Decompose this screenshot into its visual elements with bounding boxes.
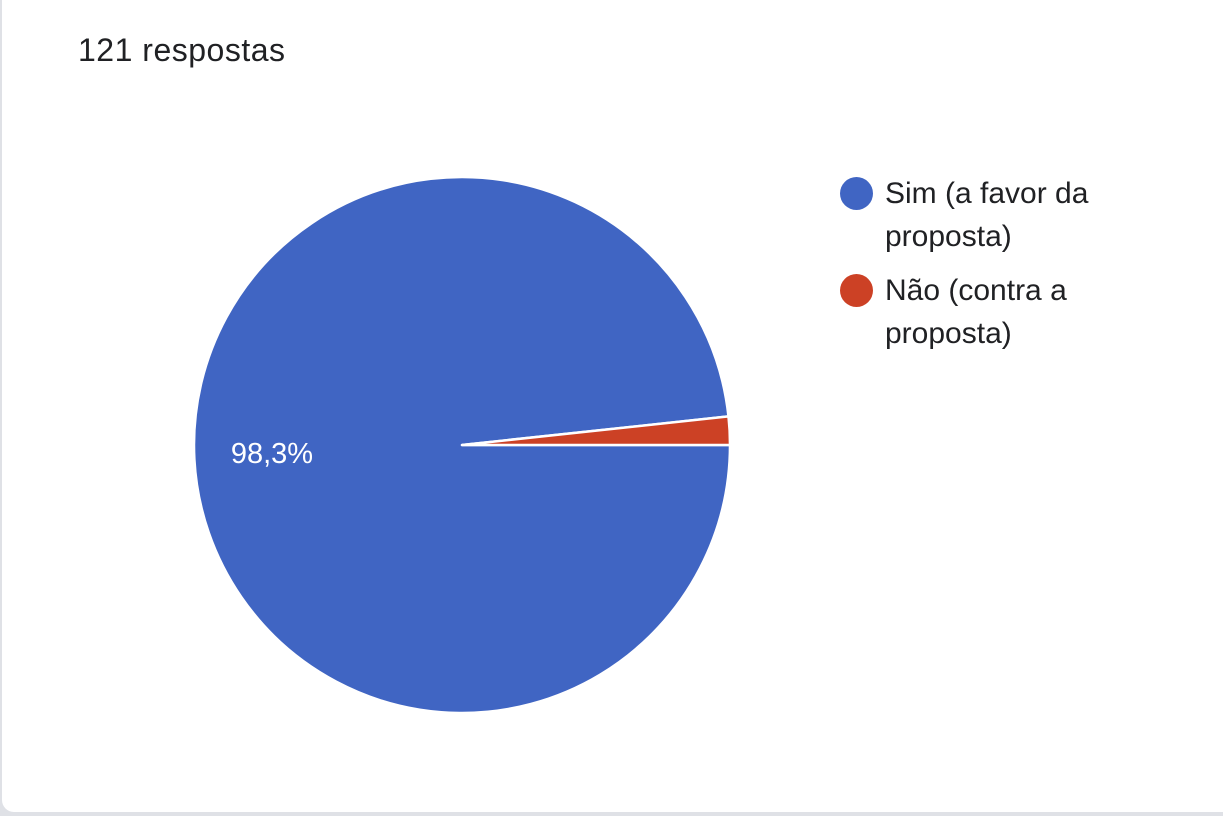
legend-swatch [840, 274, 873, 307]
legend-label: Sim (a favor da proposta) [885, 177, 1089, 253]
value-label: 98,3% [231, 438, 313, 470]
legend: Sim (a favor da proposta) Não (contra a p… [840, 172, 1125, 366]
pie-slice [460, 415, 732, 447]
legend-label: Não (contra a proposta) [885, 274, 1067, 350]
legend-item: Não (contra a proposta) [840, 269, 1125, 355]
legend-item: Sim (a favor da proposta) [840, 172, 1125, 258]
legend-swatch [840, 177, 873, 210]
chart-title: 121 respostas [78, 32, 286, 68]
